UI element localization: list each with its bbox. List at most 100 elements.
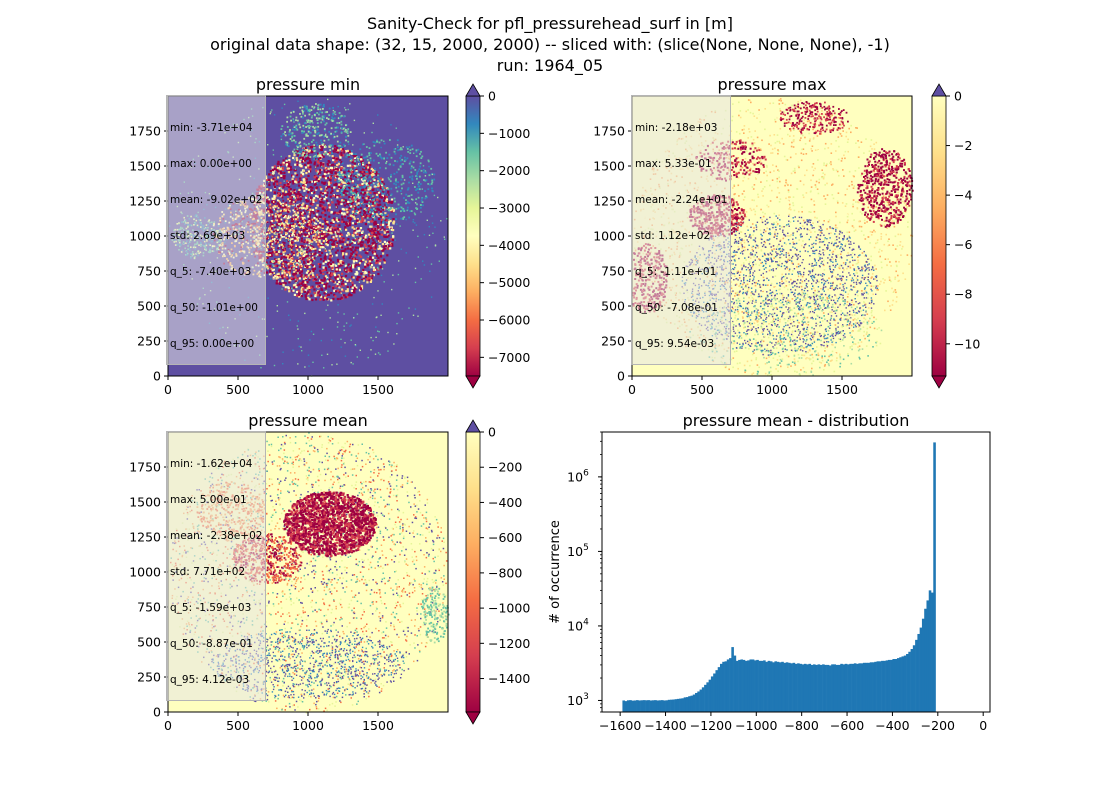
stat-line: q_95: 4.12e-03 xyxy=(170,674,250,686)
histogram-bar xyxy=(799,663,802,712)
histogram-bar xyxy=(808,663,812,712)
histogram-bar xyxy=(919,627,923,712)
colorbar-tick-label: −3000 xyxy=(488,201,530,216)
colorbar-tick-label: −400 xyxy=(488,495,522,510)
y-tick-label: 105 xyxy=(567,543,589,559)
y-tick-label: 0 xyxy=(153,705,161,720)
histogram-bar xyxy=(629,700,632,712)
histogram-bar xyxy=(878,661,882,712)
colorbar-tick-label: −2 xyxy=(954,138,972,153)
histogram-bar xyxy=(717,667,721,712)
stat-line: q_50: -1.01e+00 xyxy=(170,302,258,314)
histogram-bar xyxy=(822,664,825,712)
stat-line: std: 1.12e+02 xyxy=(635,230,711,242)
histogram-bar xyxy=(883,660,886,712)
y-tick-label: 103 xyxy=(567,692,589,708)
x-tick-label: 500 xyxy=(226,718,250,733)
histogram-bar xyxy=(756,659,759,712)
y-tick-label: 750 xyxy=(601,264,625,279)
figure-title-line-3: run: 1964_05 xyxy=(496,56,604,75)
y-tick-exponent: 3 xyxy=(583,692,589,702)
histogram-bar xyxy=(788,662,791,712)
histogram-bar xyxy=(785,662,789,712)
histogram-bar xyxy=(933,442,936,712)
histogram-frame xyxy=(601,431,991,713)
histogram-bar xyxy=(910,649,914,712)
histogram-bar xyxy=(837,664,841,712)
histogram-bar xyxy=(869,662,873,712)
colorbar-extend-top xyxy=(465,419,481,433)
histogram-bar xyxy=(906,654,909,712)
stat-line: mean: -2.24e+01 xyxy=(635,194,728,206)
histogram-bar xyxy=(899,657,902,712)
colorbar-tick-label: −7000 xyxy=(488,350,530,365)
y-tick-exponent: 6 xyxy=(583,468,589,478)
stat-line: q_5: -1.11e+01 xyxy=(635,266,717,278)
histogram-bar xyxy=(697,691,700,712)
histogram-bar xyxy=(781,661,784,712)
stat-line: std: 7.71e+02 xyxy=(170,566,246,578)
histogram-bar xyxy=(674,699,678,712)
histogram-bar xyxy=(663,700,666,712)
histogram-bar xyxy=(676,698,680,712)
histogram-bar xyxy=(876,661,880,712)
colorbar-tick-label: −4000 xyxy=(488,238,530,253)
histogram-bar xyxy=(794,663,798,712)
histogram-bar xyxy=(783,662,787,712)
histogram-bar xyxy=(760,660,764,712)
histogram-bar xyxy=(654,700,657,712)
colorbar-tick-label: −10 xyxy=(954,336,980,351)
stat-line: std: 2.69e+03 xyxy=(170,230,246,242)
histogram-bar xyxy=(896,658,900,712)
x-tick-label: 500 xyxy=(226,382,250,397)
histogram-bar xyxy=(851,663,855,712)
stat-line: q_5: -1.59e+03 xyxy=(170,602,252,614)
histogram-bar xyxy=(672,699,675,712)
histogram-bar xyxy=(765,661,768,712)
histogram-bar xyxy=(921,618,925,712)
y-tick-exponent: 4 xyxy=(583,617,589,627)
colorbar-extend-top xyxy=(465,83,481,97)
stat-line: min: -1.62e+04 xyxy=(170,458,253,470)
histogram-bar xyxy=(881,660,884,712)
y-tick-label: 1000 xyxy=(129,565,161,580)
x-tick-label: 1500 xyxy=(362,718,394,733)
histogram-bar xyxy=(719,663,723,712)
histogram-bar xyxy=(858,663,861,712)
histogram-bar xyxy=(651,700,655,712)
histogram-bar xyxy=(690,695,694,712)
histogram-bar xyxy=(865,662,868,712)
y-tick-label: 250 xyxy=(601,334,625,349)
histogram-bar xyxy=(792,662,796,712)
histogram-bar xyxy=(844,663,848,712)
y-tick-label: 1250 xyxy=(129,194,161,209)
histogram-bar xyxy=(874,661,877,712)
histogram-bar xyxy=(810,664,814,712)
histogram-bar xyxy=(631,700,635,712)
y-tick-label: 1250 xyxy=(129,530,161,545)
y-tick-label: 0 xyxy=(153,369,161,384)
histogram-bar xyxy=(722,661,725,712)
histogram-bar xyxy=(840,663,843,712)
stats-box-pressure-max: min: -2.18e+03 max: 5.33e-01 mean: -2.24… xyxy=(631,95,732,365)
stat-line: mean: -9.02e+02 xyxy=(170,194,263,206)
histogram-bar xyxy=(735,660,739,712)
histogram-bar xyxy=(790,663,793,712)
y-tick-label: 1500 xyxy=(129,159,161,174)
colorbar xyxy=(465,431,481,713)
histogram-bar xyxy=(656,700,660,712)
histogram-bar xyxy=(901,656,905,712)
histogram-bar xyxy=(667,699,671,712)
histogram-bar xyxy=(842,664,846,712)
stats-box-pressure-min: min: -3.71e+04 max: 0.00e+00 mean: -9.02… xyxy=(166,95,267,365)
colorbar-tick-label: −1000 xyxy=(488,601,530,616)
histogram-bar xyxy=(633,700,637,712)
stat-line: q_5: -7.40e+03 xyxy=(170,266,252,278)
histogram-bar xyxy=(815,664,818,712)
histogram-bar xyxy=(683,697,687,712)
stat-line: q_95: 0.00e+00 xyxy=(170,338,255,350)
histogram-bar xyxy=(819,664,823,712)
colorbar-tick-label: −1000 xyxy=(488,126,530,141)
histogram-bar xyxy=(670,699,673,712)
histogram-bar xyxy=(862,662,866,712)
